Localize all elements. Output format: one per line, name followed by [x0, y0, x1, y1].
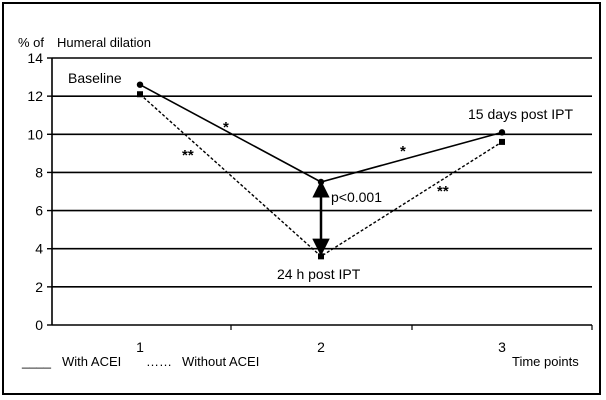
x-axis-label: Time points [512, 354, 579, 369]
data-point-without-acei [499, 138, 505, 145]
data-point-without-acei [318, 253, 324, 260]
y-tick-label: 8 [35, 164, 43, 180]
annotation-pvalue: p<0.001 [331, 189, 382, 205]
grid-lines [52, 57, 592, 288]
legend-with-acei: With ACEI [62, 354, 121, 369]
y-axis-label: Humeral dilation [57, 35, 151, 50]
legend-dotted-line-glyph: …… [146, 354, 172, 369]
annotation-24h-post-ipt: 24 h post IPT [277, 266, 361, 282]
x-tick-labels: 1 2 3 [136, 339, 506, 355]
y-tick-labels: 0 2 4 6 8 10 12 14 [27, 50, 43, 333]
annotation-sig-with-left: * [223, 119, 229, 136]
y-tick-label: 6 [35, 203, 43, 219]
data-point-with-acei [136, 81, 144, 88]
y-tick-label: 4 [35, 241, 43, 257]
y-tick-label: 0 [35, 317, 43, 333]
legend-solid-line-glyph: ____ [21, 354, 52, 369]
y-tick-label: 2 [35, 279, 43, 295]
data-point-with-acei [317, 178, 325, 186]
data-point-without-acei [137, 91, 143, 98]
series-line-with-acei [139, 83, 503, 183]
axes [47, 57, 593, 330]
y-axis-label-prefix: % of [18, 35, 44, 50]
annotation-baseline: Baseline [68, 70, 122, 86]
y-tick-label: 14 [27, 50, 43, 66]
legend-without-acei: Without ACEI [182, 354, 259, 369]
annotation-sig-with-right: * [400, 143, 406, 160]
y-tick-label: 12 [27, 88, 43, 104]
x-tick-label: 3 [498, 339, 506, 355]
x-tick-label: 2 [317, 339, 325, 355]
annotation-sig-without-right: ** [437, 183, 449, 200]
annotation-sig-without-left: ** [182, 147, 194, 164]
y-tick-label: 10 [27, 126, 43, 142]
annotation-15days-post-ipt: 15 days post IPT [468, 106, 574, 122]
x-tick-label: 1 [136, 339, 144, 355]
data-point-with-acei [498, 129, 506, 136]
chart-frame [2, 2, 601, 395]
